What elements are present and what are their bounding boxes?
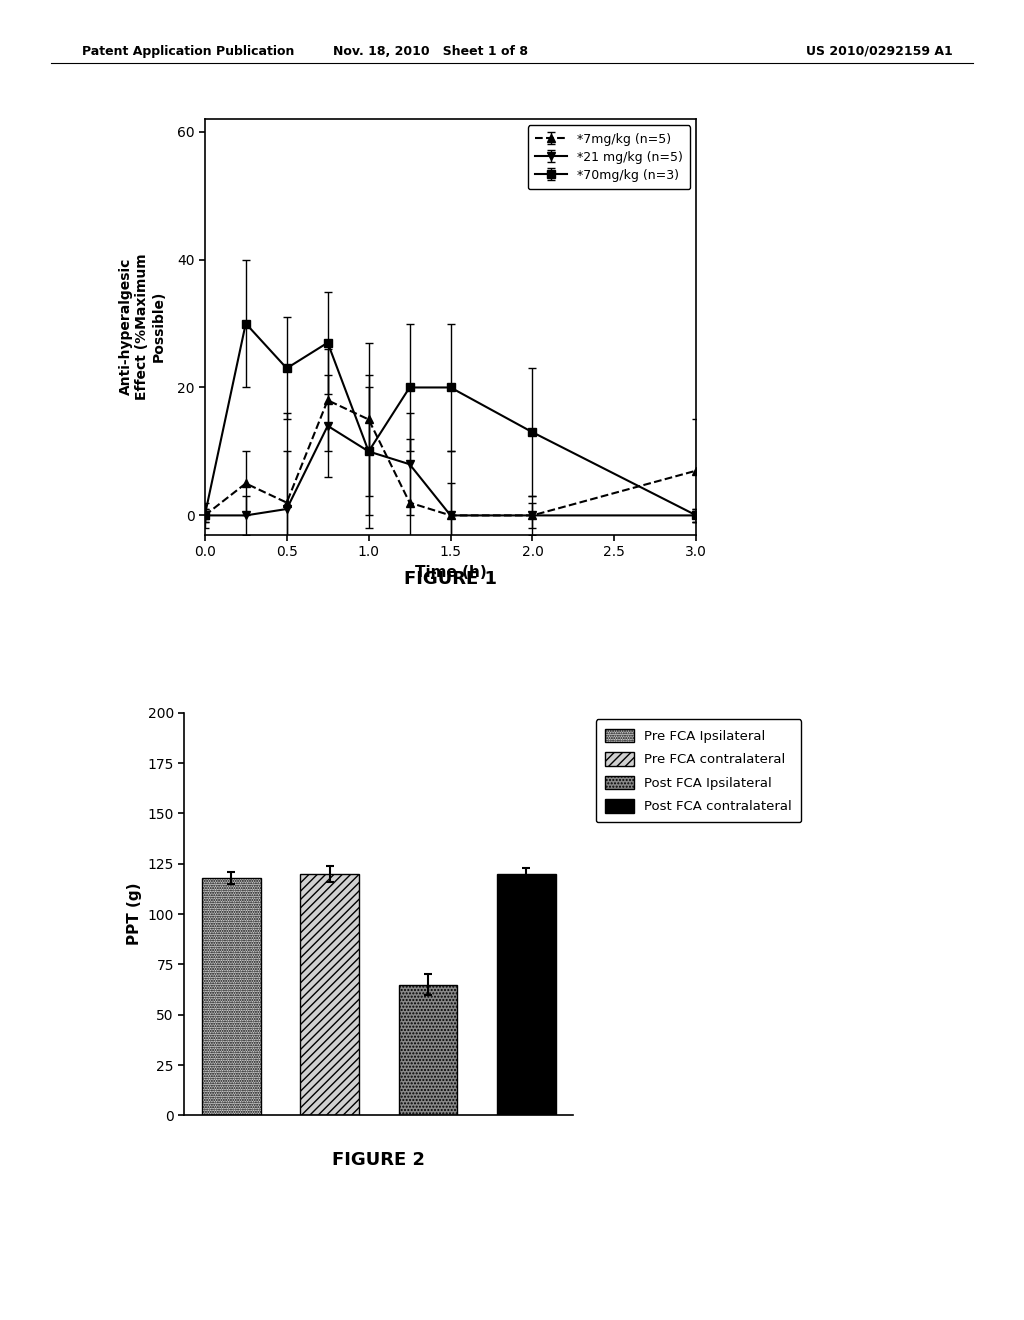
Legend: Pre FCA Ipsilateral, Pre FCA contralateral, Post FCA Ipsilateral, Post FCA contr: Pre FCA Ipsilateral, Pre FCA contralater… — [596, 719, 802, 822]
Bar — [398, 985, 458, 1115]
Bar — [202, 878, 261, 1115]
Legend: *7mg/kg (n=5), *21 mg/kg (n=5), *70mg/kg (n=3): *7mg/kg (n=5), *21 mg/kg (n=5), *70mg/kg… — [528, 125, 690, 189]
Text: US 2010/0292159 A1: US 2010/0292159 A1 — [806, 45, 952, 58]
Text: FIGURE 1: FIGURE 1 — [404, 570, 497, 589]
Text: Patent Application Publication: Patent Application Publication — [82, 45, 294, 58]
Text: FIGURE 2: FIGURE 2 — [333, 1151, 425, 1170]
Bar — [497, 874, 556, 1115]
Text: Nov. 18, 2010   Sheet 1 of 8: Nov. 18, 2010 Sheet 1 of 8 — [333, 45, 527, 58]
X-axis label: Time (h): Time (h) — [415, 565, 486, 579]
Bar — [300, 874, 359, 1115]
Y-axis label: Anti-hyperalgesic
Effect (%Maximum
Possible): Anti-hyperalgesic Effect (%Maximum Possi… — [119, 253, 166, 400]
Y-axis label: PPT (g): PPT (g) — [127, 883, 142, 945]
